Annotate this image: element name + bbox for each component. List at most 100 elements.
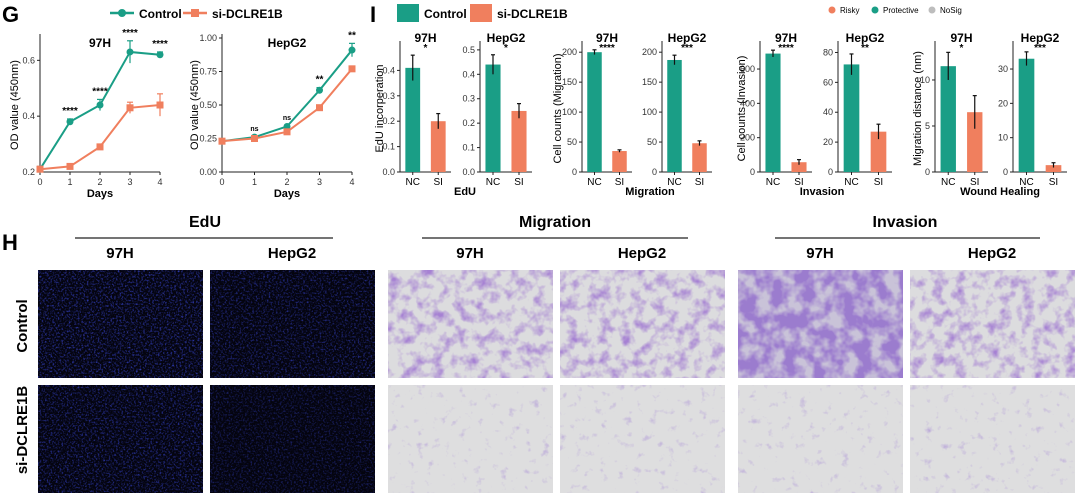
x-tick-label: 2 — [284, 177, 289, 187]
data-point-si — [348, 65, 356, 73]
y-tick-label: 0.2 — [462, 118, 475, 128]
y-tick-label: 0.50 — [199, 100, 217, 110]
significance-label: ** — [316, 75, 324, 86]
chart-title: HepG2 — [668, 31, 707, 45]
y-tick-label: 10 — [920, 75, 930, 85]
y-tick-label: 80 — [823, 47, 833, 57]
image-invasion-hepg2-si — [910, 385, 1075, 493]
chart-title: 97H — [775, 31, 797, 45]
significance-label: * — [424, 43, 428, 54]
significance-label: ** — [861, 43, 869, 54]
data-point-si — [218, 137, 226, 145]
x-tick-label: SI — [695, 177, 704, 188]
image-migration-97h-si — [388, 385, 553, 493]
data-point-si — [251, 135, 258, 142]
x-tick-label: NC — [941, 177, 955, 188]
y-tick-label: 0 — [652, 167, 657, 177]
x-tick-label: 0 — [219, 177, 224, 187]
y-tick-label: 0 — [750, 167, 755, 177]
x-tick-label: SI — [874, 177, 883, 188]
y-tick-label: 0.2 — [382, 116, 395, 126]
significance-label: **** — [62, 106, 78, 117]
legend-protective: Protective — [883, 6, 919, 15]
data-point-si — [126, 104, 134, 112]
y-tick-label: 100 — [642, 107, 657, 117]
chart-4: 0 50 100 150 200 97H Cell counts (Migration) NC… — [552, 31, 632, 188]
y-tick-label: 0.4 — [462, 69, 475, 79]
x-axis-label: Days — [87, 188, 113, 200]
legend-risky: Risky — [840, 6, 860, 15]
x-axis-label: Days — [274, 188, 300, 200]
y-tick-label: 200 — [642, 47, 657, 57]
x-tick-label: NC — [486, 177, 500, 188]
legend-i-si: si-DCLRE1B — [497, 7, 568, 21]
significance-label: *** — [681, 43, 693, 54]
chart-7: 0 20 40 60 80 HepG2 NC SI ** — [823, 31, 892, 188]
y-tick-label: 0 — [828, 167, 833, 177]
bar-nc — [667, 59, 682, 173]
y-tick-label: 0.1 — [462, 143, 475, 153]
group-label-edu: EdU — [454, 186, 476, 198]
chart-title: HepG2 — [846, 31, 885, 45]
x-tick-label: 1 — [67, 177, 72, 187]
x-tick-label: NC — [766, 177, 780, 188]
data-point-si — [156, 101, 164, 109]
bar-si — [511, 110, 527, 172]
bar-si — [1045, 165, 1062, 172]
micrograph-grid — [38, 270, 1075, 493]
data-point-si — [316, 104, 323, 112]
bar-si — [430, 121, 446, 172]
significance-label: ns — [250, 126, 258, 133]
chart-title: 97H — [414, 31, 436, 45]
data-point-control — [66, 118, 74, 126]
x-tick-label: NC — [587, 177, 601, 188]
h-col-3: 97H — [456, 245, 484, 262]
x-tick-label: NC — [406, 177, 420, 188]
y-tick-label: 400 — [740, 98, 755, 108]
bar-nc — [843, 64, 860, 172]
x-tick-label: SI — [970, 177, 979, 188]
x-tick-label: SI — [434, 177, 443, 188]
x-tick-label: NC — [1019, 177, 1033, 188]
chart-5: 0 50 100 150 200 HepG2 NC SI *** — [642, 31, 712, 188]
chart-title: 97H — [596, 31, 618, 45]
significance-label: **** — [92, 86, 108, 97]
y-tick-label: 60 — [823, 77, 833, 87]
data-point-control — [316, 86, 323, 94]
y-tick-label: 10 — [998, 133, 1008, 143]
chart-title: HepG2 — [1021, 31, 1060, 45]
x-tick-label: SI — [514, 177, 523, 188]
panel-label-h: H — [2, 230, 18, 255]
significance-label: * — [960, 43, 964, 54]
significance-label: * — [504, 43, 508, 54]
x-tick-label: 1 — [252, 177, 257, 187]
x-tick-label: SI — [1049, 177, 1058, 188]
significance-label: ns — [283, 115, 291, 122]
image-edu-97h-si — [38, 385, 203, 493]
significance-label: **** — [122, 28, 138, 39]
legend-control-label: Control — [139, 7, 182, 21]
y-axis-label: OD value (450nm) — [9, 60, 21, 150]
data-point-si — [36, 165, 44, 173]
y-tick-label: 150 — [642, 77, 657, 87]
significance-label: *** — [1034, 43, 1046, 54]
y-axis-label: EdU incorperation — [374, 64, 386, 152]
y-tick-label: 0.2 — [22, 167, 35, 177]
h-group-invasion: Invasion — [873, 214, 938, 231]
y-tick-label: 1.00 — [199, 33, 217, 43]
panel-h-headers: EdU Migration Invasion 97H HepG2 97H Hep… — [14, 214, 1040, 474]
y-tick-label: 20 — [998, 98, 1008, 108]
y-tick-label: 0.0 — [462, 167, 475, 177]
y-tick-label: 30 — [998, 64, 1008, 74]
y-axis-label: Cell counts (Migration) — [552, 53, 564, 163]
data-point-si — [66, 162, 74, 170]
y-tick-label: 0.4 — [22, 111, 35, 121]
y-tick-label: 150 — [562, 77, 577, 87]
y-tick-label: 0.6 — [22, 55, 35, 65]
bar-nc — [405, 67, 421, 172]
significance-label: **** — [152, 39, 168, 50]
legend-nosig: NoSig — [940, 6, 962, 15]
chart-title: HepG2 — [268, 36, 307, 50]
